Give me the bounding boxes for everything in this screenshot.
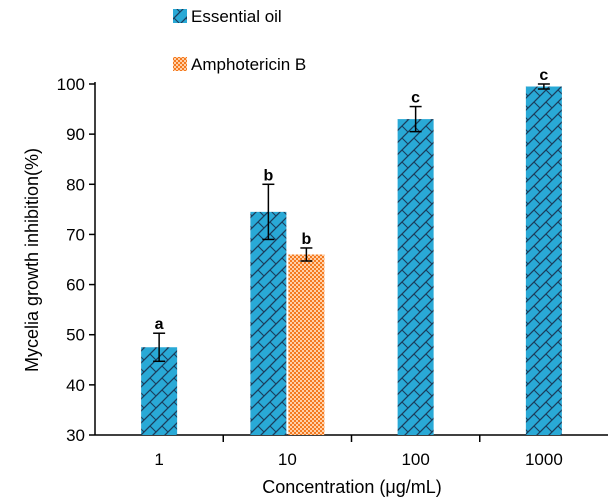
bar [250,211,287,435]
y-tick-label: 100 [57,75,85,94]
y-tick-label: 70 [66,225,85,244]
significance-label: c [539,67,548,84]
x-tick-label: 1 [154,450,163,469]
y-tick-label: 80 [66,175,85,194]
x-axis: 1 10 100 1000 [95,434,608,469]
x-axis-title: Concentration (μg/mL) [262,477,441,497]
legend-label: Amphotericin B [191,55,306,74]
y-axis: 30 40 50 60 70 80 90 100 [57,75,96,445]
x-tick-label: 10 [278,450,297,469]
bar [288,254,325,435]
x-tick-label: 100 [401,450,429,469]
bar [525,86,562,435]
significance-label: a [155,316,164,333]
bars: a b b c c [141,67,562,435]
significance-label: b [263,167,273,184]
significance-label: b [301,231,311,248]
legend-swatch [173,57,187,71]
significance-label: c [411,90,420,107]
y-tick-label: 60 [66,276,85,295]
legend-label: Essential oil [191,7,282,26]
y-tick-label: 90 [66,125,85,144]
x-tick-label: 1000 [525,450,563,469]
legend-swatch [173,9,187,23]
y-axis-title: Mycelia growth inhibition(%) [22,148,42,372]
y-tick-label: 30 [66,426,85,445]
y-tick-label: 40 [66,376,85,395]
bar [397,119,434,435]
y-tick-label: 50 [66,326,85,345]
legend: Essential oil Amphotericin B [173,7,306,74]
